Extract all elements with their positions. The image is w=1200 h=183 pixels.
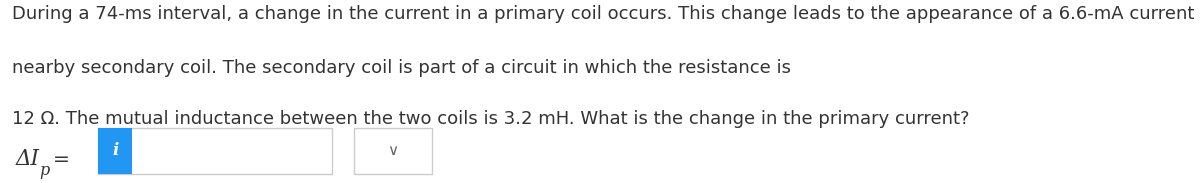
FancyBboxPatch shape — [98, 128, 332, 174]
Text: 12 Ω. The mutual inductance between the two coils is 3.2 mH. What is the change : 12 Ω. The mutual inductance between the … — [12, 110, 970, 128]
Text: i: i — [112, 143, 119, 159]
FancyBboxPatch shape — [98, 128, 132, 174]
Text: ∨: ∨ — [388, 143, 398, 158]
Text: nearby secondary coil. The secondary coil is part of a circuit in which the resi: nearby secondary coil. The secondary coi… — [12, 59, 791, 76]
FancyBboxPatch shape — [354, 128, 432, 174]
Text: ΔI: ΔI — [16, 148, 40, 170]
Text: =: = — [53, 150, 70, 169]
Text: During a 74-ms interval, a change in the current in a primary coil occurs. This : During a 74-ms interval, a change in the… — [12, 5, 1200, 23]
Text: p: p — [40, 162, 50, 179]
